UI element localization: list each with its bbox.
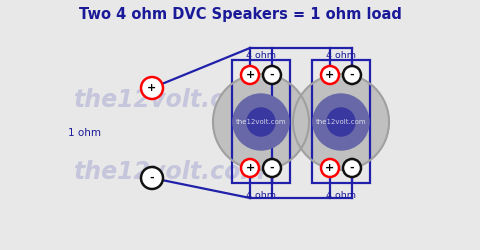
Text: -: - <box>350 163 354 173</box>
Text: +: + <box>245 70 254 80</box>
Text: the12volt.com: the12volt.com <box>316 119 366 125</box>
Text: 4 ohm: 4 ohm <box>326 192 356 200</box>
Text: -: - <box>270 163 274 173</box>
Text: -: - <box>150 173 154 183</box>
Ellipse shape <box>247 108 275 136</box>
Ellipse shape <box>343 66 361 84</box>
Ellipse shape <box>313 94 369 150</box>
Bar <box>312 60 370 183</box>
Text: 4 ohm: 4 ohm <box>246 50 276 59</box>
Text: +: + <box>325 163 335 173</box>
Text: -: - <box>270 70 274 80</box>
Ellipse shape <box>321 159 339 177</box>
Ellipse shape <box>321 66 339 84</box>
Ellipse shape <box>233 94 289 150</box>
Ellipse shape <box>141 167 163 189</box>
Text: +: + <box>325 70 335 80</box>
Ellipse shape <box>263 159 281 177</box>
Ellipse shape <box>263 66 281 84</box>
Text: +: + <box>245 163 254 173</box>
Ellipse shape <box>213 74 309 170</box>
Ellipse shape <box>141 77 163 99</box>
Text: the12volt.com: the12volt.com <box>74 160 266 184</box>
Ellipse shape <box>241 159 259 177</box>
Ellipse shape <box>241 66 259 84</box>
Ellipse shape <box>343 159 361 177</box>
Bar <box>232 60 290 183</box>
Text: the12volt.com: the12volt.com <box>74 88 266 112</box>
Ellipse shape <box>293 74 389 170</box>
Text: +: + <box>147 83 156 93</box>
Ellipse shape <box>327 108 355 136</box>
Text: 1 ohm: 1 ohm <box>69 128 101 138</box>
Text: 4 ohm: 4 ohm <box>246 192 276 200</box>
Text: Two 4 ohm DVC Speakers = 1 ohm load: Two 4 ohm DVC Speakers = 1 ohm load <box>79 6 401 22</box>
Text: -: - <box>350 70 354 80</box>
Text: 4 ohm: 4 ohm <box>326 50 356 59</box>
Text: the12volt.com: the12volt.com <box>236 119 286 125</box>
